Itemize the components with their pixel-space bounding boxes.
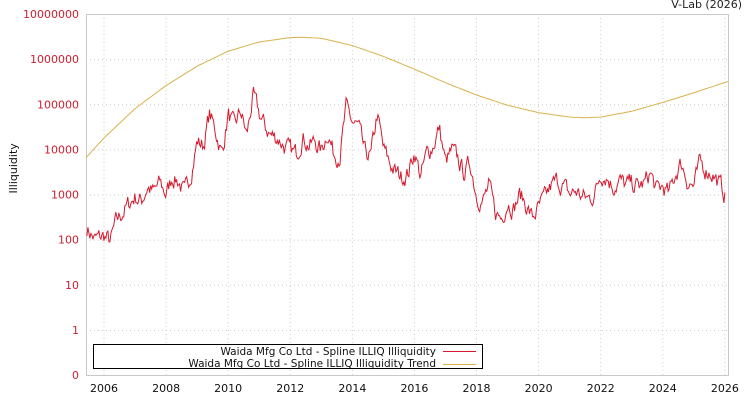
- y-axis-label: Illiquidity: [7, 143, 20, 194]
- y-axis-ticks: 0 1 10 100 1000 10000 100000 1000000 10000000: [23, 8, 79, 382]
- x-tick-label: 2022: [587, 382, 615, 395]
- y-tick-label: 10000: [44, 143, 79, 156]
- x-tick-label: 2010: [214, 382, 242, 395]
- legend-box: [93, 344, 483, 369]
- y-tick-label: 10000000: [23, 8, 79, 21]
- y-tick-label: 1: [72, 324, 79, 337]
- x-tick-label: 2020: [525, 382, 553, 395]
- grid-lines: [86, 14, 728, 375]
- plot-frame: [86, 14, 729, 376]
- x-axis-ticks: 2006 2008 2010 2012 2014 2016 2018 2020 2022 2024…: [90, 382, 739, 395]
- legend-label-illiquidity: Waida Mfg Co Ltd - Spline ILLIQ Illiquid…: [220, 346, 436, 358]
- x-tick-label: 2024: [649, 382, 677, 395]
- illiquidity-line: [86, 86, 726, 243]
- trend-line: [85, 36, 729, 159]
- x-tick-label: 2026: [711, 382, 739, 395]
- chart-credit: V-Lab (2026): [671, 0, 742, 11]
- y-tick-label: 0: [72, 369, 79, 382]
- x-tick-label: 2012: [276, 382, 304, 395]
- y-tick-label: 1000: [51, 189, 79, 202]
- y-tick-label: 100000: [37, 98, 79, 111]
- x-tick-label: 2014: [338, 382, 366, 395]
- x-tick-label: 2016: [400, 382, 428, 395]
- legend-label-trend: Waida Mfg Co Ltd - Spline ILLIQ Illiquid…: [188, 358, 436, 370]
- y-tick-label: 10: [65, 279, 79, 292]
- y-tick-label: 1000000: [30, 53, 79, 66]
- x-tick-label: 2006: [90, 382, 118, 395]
- legend: Waida Mfg Co Ltd - Spline ILLIQ Illiquid…: [93, 344, 483, 370]
- x-tick-label: 2018: [463, 382, 491, 395]
- y-tick-label: 100: [58, 234, 79, 247]
- x-tick-label: 2008: [152, 382, 180, 395]
